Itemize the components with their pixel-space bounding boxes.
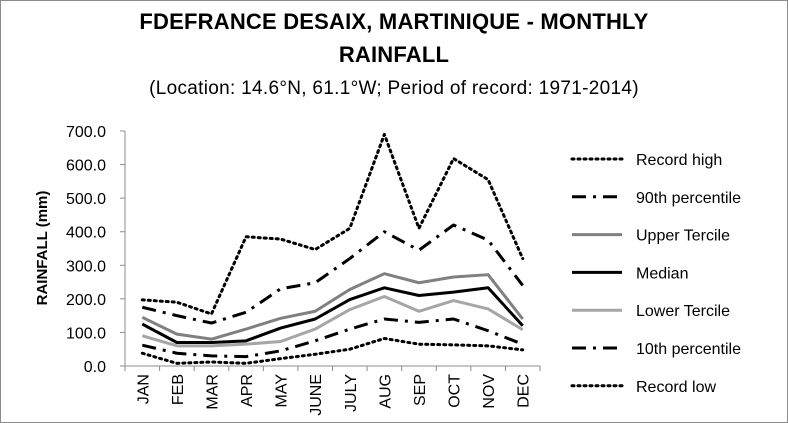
- series-upper-tercile: [141, 272, 524, 341]
- x-tick-label: DEC: [516, 374, 533, 408]
- x-tick-label: AUG: [377, 374, 394, 409]
- x-tick-label: JAN: [135, 374, 152, 404]
- y-axis-label: RAINFALL (mm): [34, 191, 51, 306]
- legend-label: Record low: [636, 379, 716, 396]
- series-lower-tercile: [141, 295, 524, 348]
- x-tick-label: JULY: [343, 374, 360, 412]
- x-tick-label: MAR: [204, 374, 221, 410]
- series-line: [140, 336, 525, 365]
- x-tick-label: NOV: [481, 374, 498, 409]
- series-line: [141, 317, 524, 359]
- y-tick-label: 700.0: [66, 124, 106, 141]
- series-line: [141, 272, 524, 341]
- x-tick-label: JUNE: [308, 374, 325, 416]
- series-line: [141, 295, 524, 348]
- series-90th-percentile: [141, 223, 524, 325]
- y-tick-label: 500.0: [66, 191, 106, 208]
- y-tick-label: 0.0: [84, 359, 106, 376]
- legend-label: Upper Tercile: [636, 228, 730, 245]
- series-record-high: [140, 132, 525, 316]
- x-tick-label: SEP: [412, 374, 429, 406]
- x-tick-label: FEB: [170, 374, 187, 405]
- y-tick-label: 300.0: [66, 258, 106, 275]
- y-tick-label: 200.0: [66, 292, 106, 309]
- y-tick-label: 600.0: [66, 158, 106, 175]
- y-tick-label: 100.0: [66, 325, 106, 342]
- y-tick-label: 400.0: [66, 225, 106, 242]
- series-10th-percentile: [141, 317, 524, 359]
- chart-title-line1: FDEFRANCE DESAIX, MARTINIQUE - MONTHLY: [139, 9, 649, 34]
- legend-label: Median: [636, 265, 688, 282]
- legend-label: 10th percentile: [636, 341, 741, 358]
- legend-label: 90th percentile: [636, 190, 741, 207]
- legend-label: Lower Tercile: [636, 303, 730, 320]
- legend-label: Record high: [636, 152, 722, 169]
- chart-subtitle: (Location: 14.6°N, 61.1°W; Period of rec…: [149, 78, 639, 99]
- x-tick-label: OCT: [447, 374, 464, 408]
- series-line: [140, 132, 525, 316]
- series-line: [141, 223, 524, 325]
- series-record-low: [140, 336, 525, 365]
- chart-title-line2: RAINFALL: [338, 42, 450, 67]
- series-median: [141, 286, 524, 344]
- series-line: [141, 286, 524, 344]
- x-tick-label: MAY: [274, 374, 291, 408]
- x-tick-label: APR: [239, 374, 256, 407]
